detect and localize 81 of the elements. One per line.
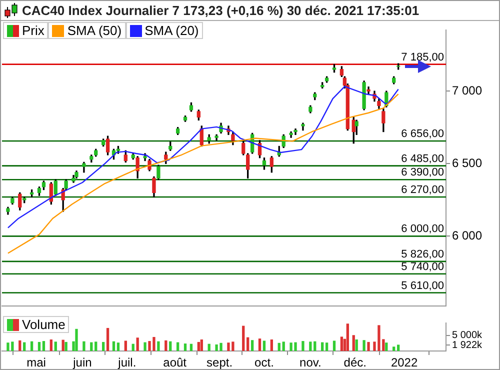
bar bbox=[116, 342, 120, 351]
bar bbox=[278, 342, 280, 351]
x-tick-label: mai bbox=[26, 356, 46, 370]
bar bbox=[190, 344, 193, 351]
legend-label: Volume bbox=[22, 317, 66, 332]
ref-line-label: 6 390,00 bbox=[401, 166, 444, 179]
bar bbox=[352, 335, 355, 351]
bar bbox=[124, 340, 127, 351]
bar bbox=[38, 342, 41, 351]
bar bbox=[340, 336, 344, 351]
bar bbox=[246, 337, 250, 351]
ref-line-label: 6 656,00 bbox=[401, 128, 444, 140]
bar bbox=[136, 338, 139, 351]
bar bbox=[184, 344, 187, 351]
bar bbox=[176, 342, 180, 351]
x-tick-label: juin bbox=[72, 356, 92, 370]
chart-title: CAC40 Index Journalier 7 173,23 (+0,16 %) 30 déc. 2021 17:35:01 bbox=[22, 3, 420, 18]
x-tick-label: déc. bbox=[344, 356, 366, 370]
bar bbox=[30, 341, 34, 351]
bar bbox=[132, 344, 134, 351]
y-tick-label: 5 000k bbox=[452, 330, 484, 342]
bar bbox=[396, 344, 400, 351]
x-tick-label: oct. bbox=[254, 356, 274, 370]
bar bbox=[346, 324, 349, 351]
bar bbox=[144, 342, 146, 351]
ref-line-label: 6 485,00 bbox=[401, 152, 444, 165]
y-tick-label: 6 000 bbox=[452, 228, 482, 242]
bar bbox=[164, 340, 168, 351]
legend-label: SMA (20) bbox=[144, 23, 199, 38]
bar bbox=[385, 342, 388, 351]
bar bbox=[250, 340, 254, 351]
bar bbox=[314, 341, 316, 351]
bar bbox=[392, 346, 396, 351]
bar bbox=[208, 344, 210, 351]
ref-line-label: 5 740,00 bbox=[401, 260, 444, 273]
ref-line-label: 5 826,00 bbox=[401, 248, 444, 260]
legend-label: SMA (50) bbox=[67, 23, 122, 38]
y-tick-label: 1 922k bbox=[452, 340, 484, 351]
bar bbox=[321, 342, 324, 351]
legend-label: Prix bbox=[22, 23, 44, 38]
bar bbox=[302, 341, 304, 351]
ref-line-label: 6 270,00 bbox=[401, 184, 444, 196]
ref-line-label: 6 000,00 bbox=[401, 223, 444, 236]
bar bbox=[90, 342, 93, 351]
bar bbox=[262, 340, 266, 351]
bar bbox=[23, 342, 26, 351]
x-tick-label: nov. bbox=[300, 356, 322, 370]
bar bbox=[282, 342, 285, 351]
bar bbox=[197, 342, 200, 351]
bar bbox=[75, 328, 78, 351]
bar bbox=[94, 342, 98, 351]
bar bbox=[82, 341, 86, 351]
bar bbox=[200, 339, 203, 351]
bar bbox=[258, 338, 262, 351]
bar bbox=[157, 341, 160, 351]
bar bbox=[332, 340, 336, 351]
bar bbox=[367, 342, 370, 351]
bar bbox=[102, 342, 105, 351]
bar bbox=[270, 339, 274, 351]
bar bbox=[355, 339, 358, 351]
bar bbox=[50, 339, 52, 351]
y-tick-label: 6 500 bbox=[452, 156, 482, 170]
bar bbox=[325, 342, 328, 351]
bar bbox=[112, 341, 116, 351]
y-tick-label: 7 000 bbox=[452, 83, 482, 98]
ref-line-label: 7 185,00 bbox=[401, 51, 444, 64]
bar bbox=[42, 341, 46, 351]
ref-line-label: 5 610,00 bbox=[401, 280, 444, 292]
x-tick-label: sept. bbox=[206, 356, 233, 370]
x-tick-label: août bbox=[163, 356, 188, 370]
bar bbox=[309, 342, 312, 351]
bar bbox=[106, 328, 110, 351]
bar bbox=[169, 341, 172, 351]
x-tick-label: 2022 bbox=[390, 356, 418, 370]
x-tick-label: juil. bbox=[117, 356, 136, 370]
bar bbox=[18, 340, 22, 351]
bar bbox=[64, 342, 68, 351]
bar bbox=[242, 326, 245, 351]
bar bbox=[54, 342, 57, 351]
bar bbox=[62, 340, 64, 351]
bar bbox=[362, 340, 366, 351]
